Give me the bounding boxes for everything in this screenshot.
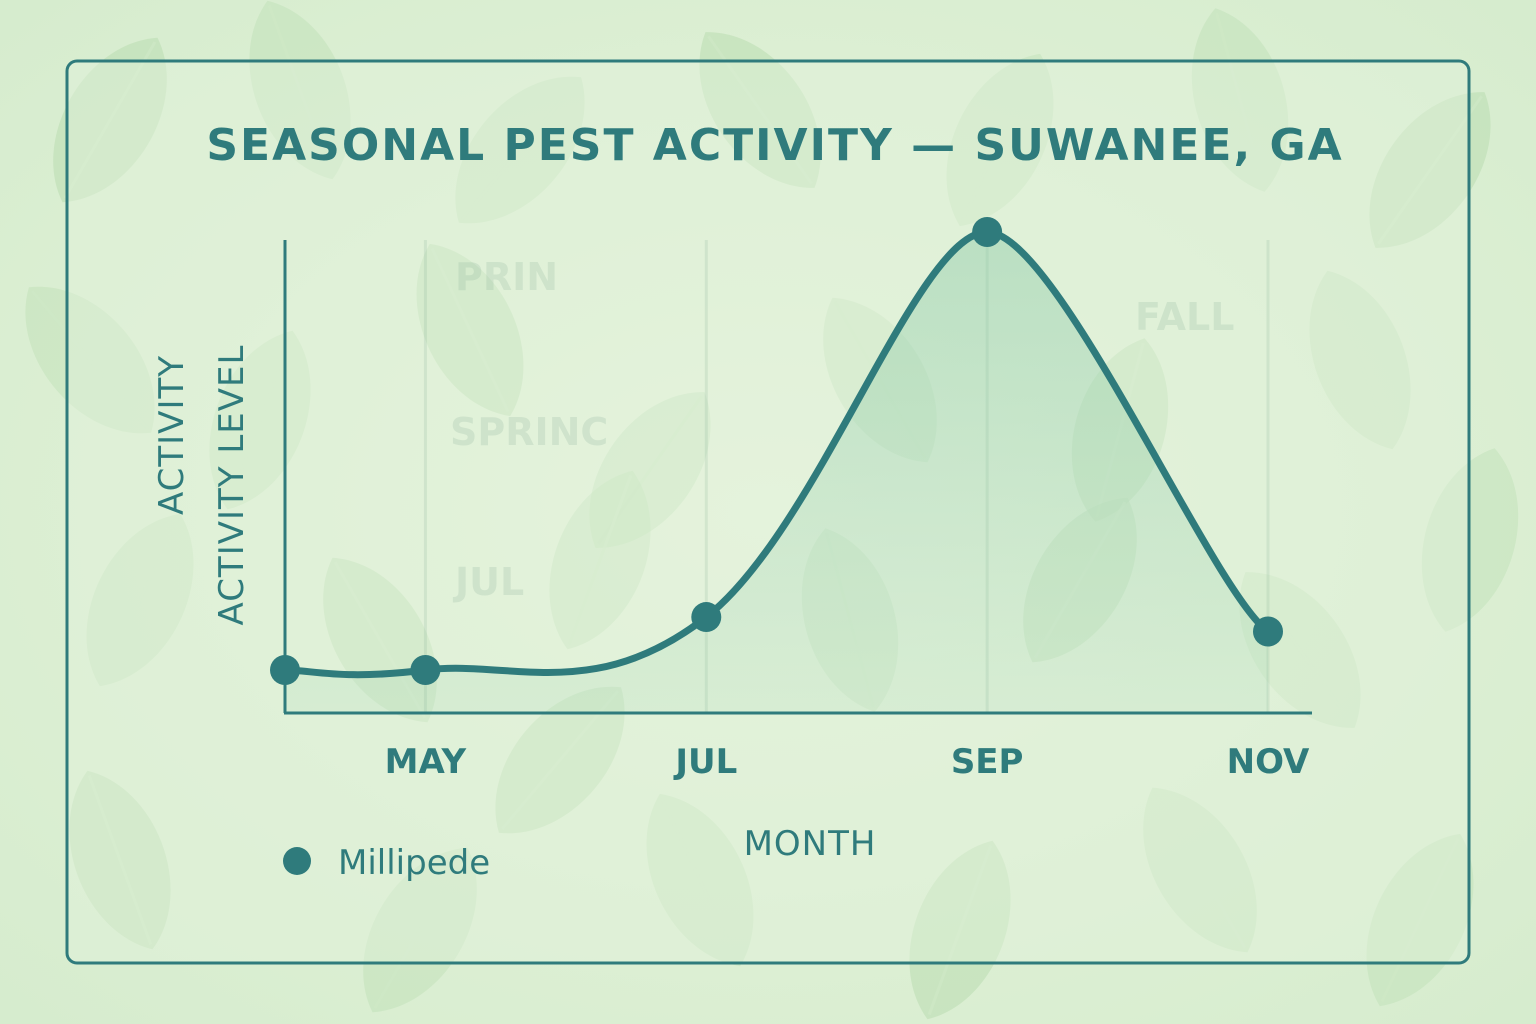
leaf-icon <box>86 513 194 687</box>
leaf-icon <box>53 37 167 203</box>
leaf-vein <box>31 290 149 430</box>
leaf-icon <box>549 470 651 650</box>
leaf-icon <box>363 847 477 1013</box>
leaf-vein <box>373 851 467 1009</box>
leaf-icon <box>946 53 1054 227</box>
leaf-icon <box>1191 8 1289 192</box>
data-point-jul <box>691 602 722 633</box>
series-area-millipede <box>285 232 1268 713</box>
leaf-vein <box>960 57 1040 223</box>
leaf-vein <box>461 80 579 220</box>
leaf-icon <box>909 840 1011 1020</box>
data-point-may <box>410 655 441 685</box>
leaf-vein <box>660 797 740 963</box>
leaf-vein <box>567 474 633 646</box>
y-axis-label-line-1: ACTIVITY <box>152 355 192 515</box>
background-label: JUL <box>452 560 524 604</box>
x-tick-label-nov: NOV <box>1227 742 1310 782</box>
leaf-vein <box>1377 95 1483 245</box>
leaf-icon <box>69 770 171 950</box>
leaf-icon <box>249 0 351 180</box>
x-tick-label-may: MAY <box>385 742 467 782</box>
legend-label-millipede: Millipede <box>338 843 490 883</box>
leaf-icon <box>25 286 155 434</box>
legend: Millipede <box>283 843 490 883</box>
plot-area: MAY JUL SEP NOV <box>270 217 1310 782</box>
leaf-vein <box>1247 575 1353 725</box>
leaf-icon <box>1143 787 1257 953</box>
x-tick-label-sep: SEP <box>951 742 1024 782</box>
leaf-vein <box>1380 837 1460 1003</box>
background-label: PRIN <box>455 255 558 299</box>
leaf-icon <box>1309 270 1411 450</box>
leaf-icon <box>455 76 585 224</box>
leaf-icon <box>646 793 754 967</box>
leaf-icon <box>1239 572 1361 728</box>
leaf-vein <box>267 4 333 176</box>
leaf-vein <box>100 517 180 683</box>
background-label: FALL <box>1135 295 1234 339</box>
leaf-vein <box>227 334 293 506</box>
leaf-vein <box>927 844 993 1016</box>
leaf-icon <box>1369 92 1491 248</box>
background-label: SPRINC <box>450 410 608 454</box>
leaf-vein <box>63 41 157 199</box>
chart-frame <box>65 59 1471 965</box>
x-tick-label-jul: JUL <box>673 742 737 782</box>
leaf-vein <box>87 774 153 946</box>
legend-marker-millipede <box>283 847 311 875</box>
leaf-vein <box>1215 12 1265 188</box>
y-axis-label-line-2: ACTIVITY LEVEL <box>212 345 252 626</box>
data-point-nov <box>1253 616 1283 647</box>
leaf-vein <box>1153 791 1247 949</box>
leaf-icon <box>416 243 524 417</box>
data-point-sep <box>972 217 1003 247</box>
leaf-vein <box>1327 274 1393 446</box>
x-axis-label: MONTH <box>744 824 877 864</box>
chart-title: SEASONAL PEST ACTIVITY — SUWANEE, GA <box>206 120 1343 171</box>
leaf-vein <box>430 247 510 413</box>
